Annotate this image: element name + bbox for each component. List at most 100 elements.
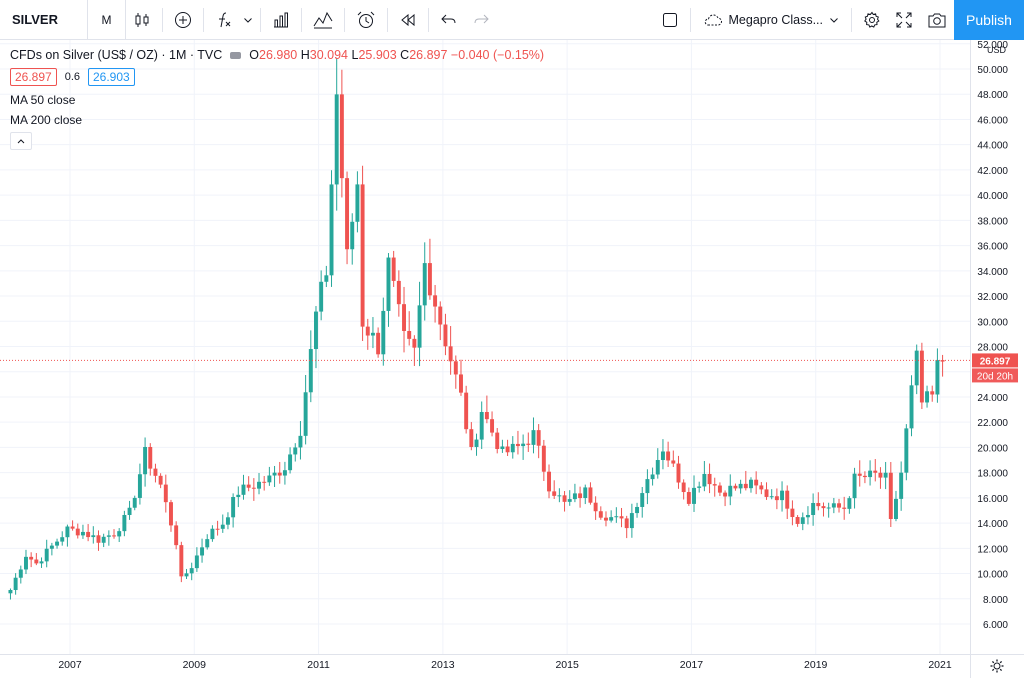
candle-up[interactable] [645, 479, 650, 494]
candle-down[interactable] [795, 517, 800, 524]
candle-up[interactable] [49, 545, 54, 549]
candle-down[interactable] [365, 326, 370, 336]
candle-up[interactable] [101, 536, 106, 543]
indicator-ma50[interactable]: MA 50 close [10, 93, 76, 107]
candle-up[interactable] [894, 498, 898, 520]
candle-up[interactable] [925, 391, 930, 403]
candle-down[interactable] [816, 502, 821, 507]
candle-down[interactable] [179, 545, 184, 577]
candle-up[interactable] [267, 475, 272, 483]
candle-up[interactable] [635, 506, 640, 514]
candle-up[interactable] [422, 263, 427, 306]
candle-up[interactable] [308, 349, 313, 393]
candle-down[interactable] [733, 485, 738, 489]
candle-up[interactable] [847, 498, 852, 509]
candle-down[interactable] [547, 471, 551, 492]
candle-up[interactable] [386, 257, 391, 311]
candle-up[interactable] [314, 311, 318, 350]
candle-down[interactable] [339, 94, 344, 179]
candle-up[interactable] [868, 470, 873, 478]
candle-down[interactable] [163, 484, 168, 503]
collapse-legend-button[interactable] [10, 132, 32, 150]
candle-up[interactable] [184, 573, 189, 577]
candle-down[interactable] [857, 473, 862, 476]
candle-up[interactable] [780, 490, 785, 501]
candle-down[interactable] [552, 491, 557, 496]
replay-button[interactable] [392, 0, 424, 40]
candle-down[interactable] [624, 518, 629, 529]
candle-down[interactable] [169, 502, 173, 526]
candle-up[interactable] [640, 493, 645, 507]
candle-down[interactable] [469, 429, 474, 447]
candle-up[interactable] [510, 443, 515, 453]
candle-up[interactable] [55, 541, 60, 546]
candle-up[interactable] [474, 439, 479, 447]
candle-down[interactable] [75, 528, 80, 536]
candle-up[interactable] [909, 385, 914, 429]
candle-down[interactable] [593, 502, 598, 512]
candle-down[interactable] [407, 330, 412, 339]
candle-up[interactable] [44, 548, 49, 562]
candle-down[interactable] [153, 468, 158, 476]
price-chart[interactable]: 52.000 50.000 48.000 46.000 44.000 42.000 40.0… [0, 40, 1024, 678]
candle-up[interactable] [557, 495, 562, 497]
compare-symbols-button[interactable] [306, 0, 340, 40]
candle-down[interactable] [723, 492, 728, 497]
compare-button[interactable] [167, 0, 199, 40]
candle-up[interactable] [852, 473, 857, 499]
candle-down[interactable] [376, 332, 381, 355]
candle-up[interactable] [293, 447, 298, 455]
candle-down[interactable] [86, 531, 91, 538]
candle-up[interactable] [117, 531, 122, 537]
candle-up[interactable] [883, 472, 888, 478]
candle-down[interactable] [562, 495, 567, 502]
candle-up[interactable] [334, 94, 339, 185]
ask-price[interactable]: 26.903 [88, 68, 135, 86]
undo-button[interactable] [433, 0, 465, 40]
scale-settings-icon[interactable] [993, 662, 1001, 670]
candle-down[interactable] [70, 526, 75, 529]
candle-up[interactable] [800, 517, 805, 524]
candle-up[interactable] [370, 332, 375, 336]
candle-down[interactable] [676, 463, 681, 483]
settings-button[interactable] [856, 0, 888, 40]
candle-up[interactable] [697, 486, 702, 488]
candle-up[interactable] [60, 537, 65, 542]
candle-down[interactable] [277, 472, 282, 476]
candle-up[interactable] [288, 454, 293, 471]
candle-up[interactable] [749, 479, 753, 489]
candle-down[interactable] [671, 460, 676, 464]
candle-down[interactable] [873, 470, 878, 473]
candle-up[interactable] [231, 497, 236, 518]
candle-up[interactable] [200, 547, 205, 556]
candle-down[interactable] [774, 496, 779, 501]
candle-down[interactable] [360, 184, 365, 327]
candle-up[interactable] [91, 535, 96, 538]
candle-up[interactable] [500, 446, 505, 450]
candle-up[interactable] [738, 483, 743, 489]
candle-down[interactable] [505, 446, 510, 453]
candle-up[interactable] [65, 526, 70, 538]
candle-up[interactable] [567, 499, 572, 502]
candle-up[interactable] [194, 555, 199, 569]
candle-up[interactable] [660, 451, 665, 461]
candle-up[interactable] [272, 472, 277, 476]
candle-up[interactable] [8, 590, 13, 594]
candle-down[interactable] [619, 516, 624, 519]
candle-down[interactable] [717, 485, 722, 493]
candle-up[interactable] [811, 502, 816, 516]
candle-up[interactable] [132, 497, 137, 508]
candle-up[interactable] [143, 446, 148, 475]
candle-down[interactable] [821, 506, 826, 509]
candle-up[interactable] [826, 507, 831, 509]
candle-down[interactable] [686, 492, 691, 504]
candle-down[interactable] [888, 472, 893, 520]
candle-up[interactable] [381, 310, 386, 355]
snapshot-button[interactable] [920, 0, 954, 40]
candle-down[interactable] [174, 525, 179, 546]
candle-down[interactable] [862, 475, 867, 478]
candle-up[interactable] [24, 556, 28, 570]
series-title[interactable]: CFDs on Silver (US$ / OZ) · 1M · TVC [10, 48, 223, 62]
candle-down[interactable] [666, 451, 671, 461]
candle-down[interactable] [262, 481, 267, 483]
